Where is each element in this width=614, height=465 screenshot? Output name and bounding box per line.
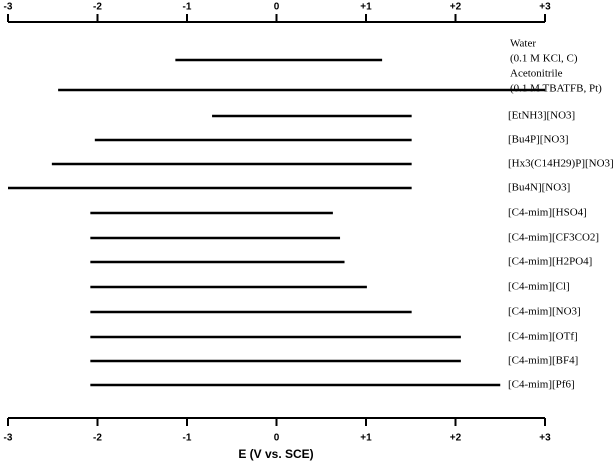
category-label: [C4-mim][Pf6] <box>508 379 575 391</box>
x-tick-label: -3 <box>4 2 13 13</box>
category-label: [C4-mim][CF3CO2] <box>508 232 599 244</box>
category-label: [C4-mim][OTf] <box>508 331 578 343</box>
category-label: Acetonitrile <box>510 68 563 80</box>
x-tick-label: -1 <box>183 2 192 13</box>
category-label: [C4-mim][HSO4] <box>508 207 587 219</box>
x-axis-title: E (V vs. SCE) <box>238 447 313 461</box>
x-tick-label: +3 <box>539 433 551 444</box>
x-tick-label: -2 <box>93 433 102 444</box>
category-label: (0.1 M TBATFB, Pt) <box>510 83 602 95</box>
x-tick-label: -2 <box>93 2 102 13</box>
x-tick-label: 0 <box>274 433 280 444</box>
category-label: [C4-mim][NO3] <box>508 306 581 318</box>
category-label: [C4-mim][BF4] <box>508 355 578 367</box>
category-label: [Bu4N][NO3] <box>508 182 570 194</box>
category-label: [EtNH3][NO3] <box>508 110 575 122</box>
x-tick-label: +3 <box>539 2 551 13</box>
x-tick-label: 0 <box>274 2 280 13</box>
x-tick-label: +1 <box>360 433 372 444</box>
x-tick-label: -1 <box>183 433 192 444</box>
x-tick-label: +1 <box>360 2 372 13</box>
category-label: Water <box>510 38 536 50</box>
category-label: (0.1 M KCl, C) <box>510 53 578 65</box>
x-tick-label: -3 <box>4 433 13 444</box>
x-tick-label: +2 <box>450 2 462 13</box>
category-label: [C4-mim][Cl] <box>508 281 570 293</box>
category-label: [Hx3(C14H29)P][NO3] <box>508 158 614 170</box>
x-tick-label: +2 <box>450 433 462 444</box>
category-label: [Bu4P][NO3] <box>508 134 569 146</box>
category-label: [C4-mim][H2PO4] <box>508 256 592 268</box>
